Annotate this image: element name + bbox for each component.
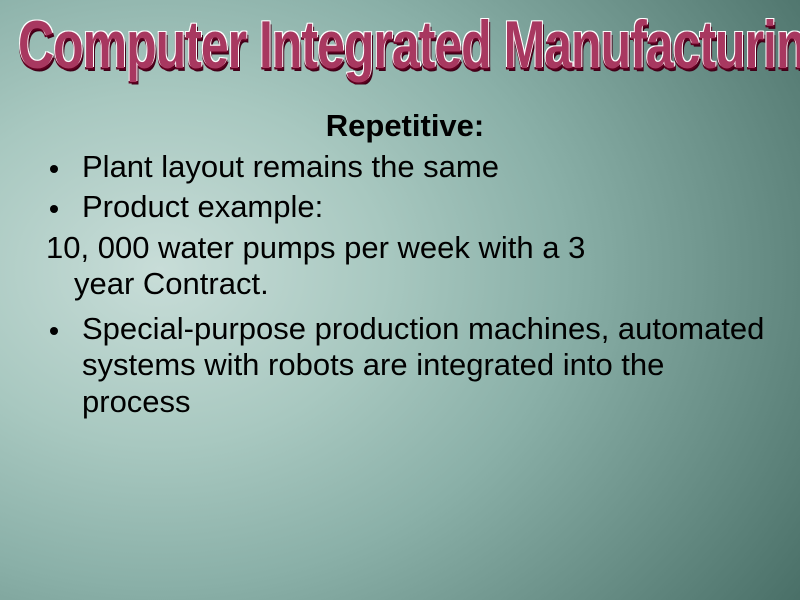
slide-body: Repetitive: Plant layout remains the sam… (44, 108, 766, 425)
bullet-item: Special-purpose production machines, aut… (44, 311, 766, 421)
slide-title: Computer Integrated Manufacturing (18, 6, 800, 84)
bullet-item: Plant layout remains the same (44, 149, 766, 186)
bullet-text: Product example: (82, 189, 766, 226)
subheading: Repetitive: (44, 108, 766, 145)
bullet-icon (50, 205, 58, 213)
slide: Computer Integrated Manufacturing Repeti… (0, 0, 800, 600)
bullet-icon (50, 327, 58, 335)
bullet-text: Plant layout remains the same (82, 149, 766, 186)
bullet-item: Product example: (44, 189, 766, 226)
title-container: Computer Integrated Manufacturing (0, 0, 800, 64)
paragraph: 10, 000 water pumps per week with a 3 ye… (46, 230, 766, 303)
paragraph-line: year Contract. (46, 266, 766, 303)
bullet-icon (50, 165, 58, 173)
bullet-text: Special-purpose production machines, aut… (82, 311, 766, 421)
paragraph-line: 10, 000 water pumps per week with a 3 (46, 230, 585, 265)
